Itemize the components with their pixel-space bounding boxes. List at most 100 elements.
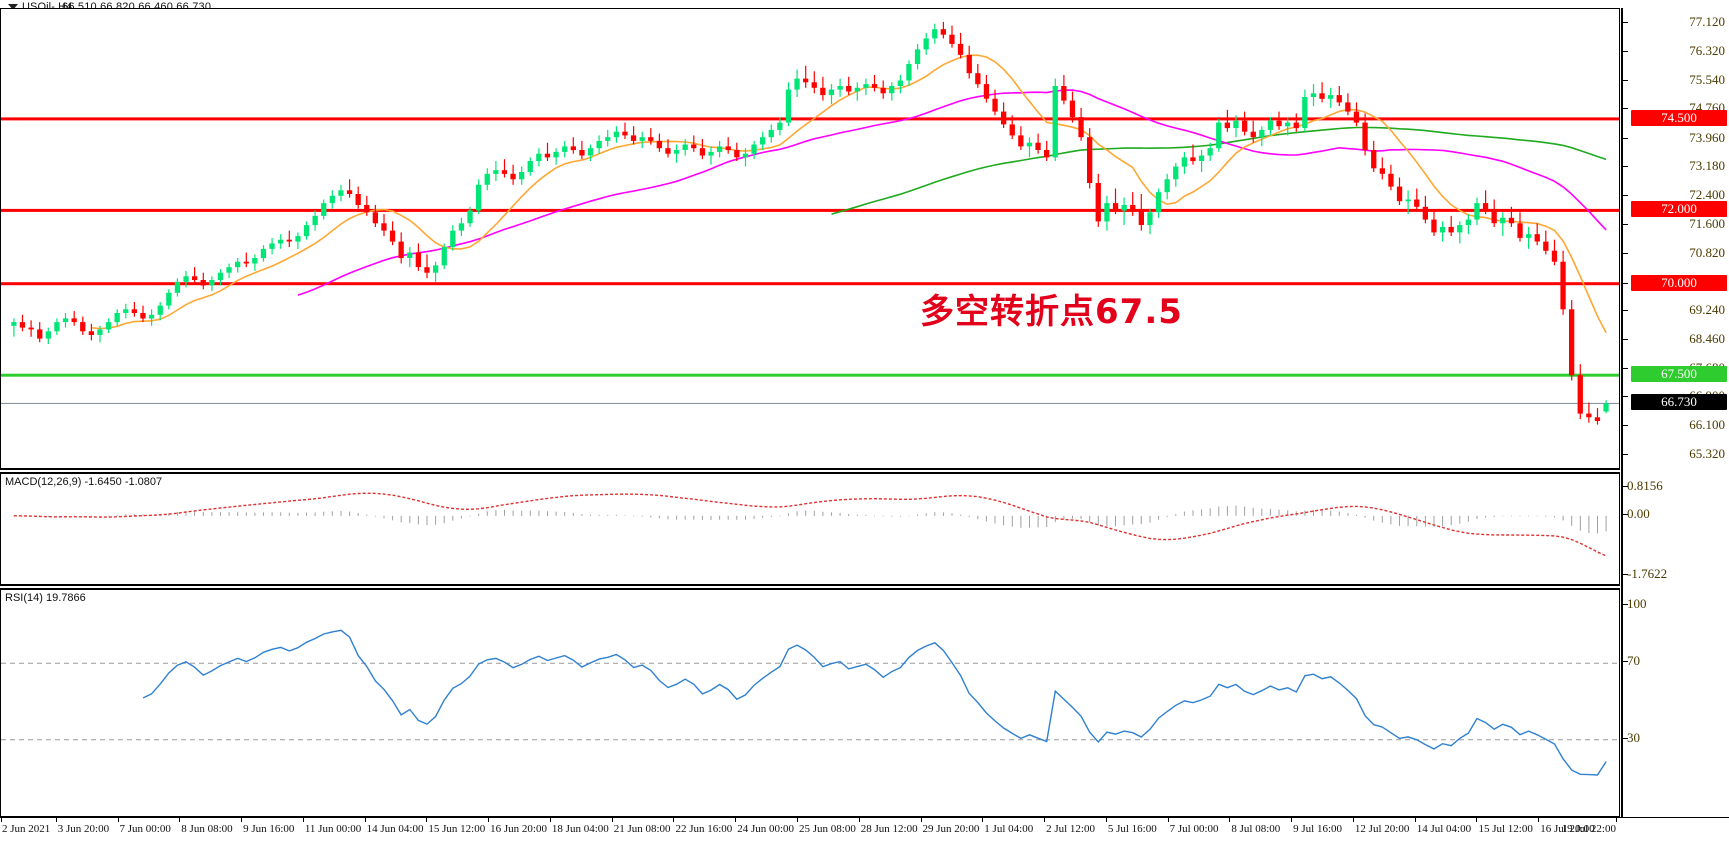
macd-histogram-bar bbox=[288, 512, 290, 516]
candle-body bbox=[269, 243, 275, 249]
macd-histogram-bar bbox=[1407, 515, 1409, 527]
time-axis-tick bbox=[1476, 818, 1478, 822]
macd-histogram-bar bbox=[1579, 515, 1581, 531]
macd-histogram-bar bbox=[650, 515, 652, 518]
macd-histogram-bar bbox=[357, 513, 359, 516]
macd-histogram-bar bbox=[1528, 515, 1530, 517]
candle-body bbox=[217, 272, 224, 280]
macd-histogram-bar bbox=[994, 515, 996, 524]
macd-histogram-bar bbox=[1158, 515, 1160, 520]
macd-series-svg bbox=[13, 492, 1607, 557]
candle-body bbox=[192, 276, 198, 280]
macd-histogram-bar bbox=[615, 514, 617, 516]
price-tag-resistance[interactable]: 70.000 bbox=[1631, 274, 1727, 291]
candle-body bbox=[1439, 226, 1446, 233]
candle-body bbox=[389, 230, 396, 242]
candle-body bbox=[424, 267, 430, 273]
candle-body bbox=[1104, 203, 1110, 222]
price-axis-tick-mark bbox=[1623, 79, 1628, 81]
candle-body bbox=[303, 225, 310, 237]
candle-body bbox=[1603, 403, 1609, 412]
candle-body bbox=[1267, 120, 1274, 130]
candle-body bbox=[140, 313, 146, 319]
price-axis-tick-mark bbox=[1623, 224, 1628, 226]
time-axis-tick bbox=[673, 818, 675, 822]
time-axis-tick bbox=[858, 818, 860, 822]
macd-histogram-bar bbox=[1304, 510, 1306, 516]
candle-body bbox=[923, 38, 929, 50]
macd-histogram-bar bbox=[1493, 515, 1495, 518]
time-axis-tick bbox=[179, 818, 181, 822]
candle-wick bbox=[1485, 190, 1487, 215]
candle-body bbox=[768, 129, 774, 138]
time-axis-tick bbox=[55, 818, 57, 822]
candle-body bbox=[1569, 309, 1575, 376]
candle-wick bbox=[873, 75, 876, 92]
rsi-line bbox=[142, 629, 1607, 776]
level-line bbox=[1, 282, 1619, 286]
level-line bbox=[1, 208, 1619, 212]
candle-body bbox=[54, 322, 60, 332]
candle-body bbox=[123, 309, 129, 313]
price-tag-resistance[interactable]: 74.500 bbox=[1631, 109, 1727, 126]
candle-wick bbox=[633, 126, 635, 145]
macd-histogram-bar bbox=[460, 515, 462, 519]
time-axis-label: 28 Jun 12:00 bbox=[860, 823, 918, 835]
price-axis-tick-mark bbox=[1623, 367, 1628, 369]
candle-body bbox=[536, 153, 542, 161]
candle-body bbox=[777, 122, 783, 130]
macd-histogram-bar bbox=[1089, 515, 1091, 522]
macd-histogram-bar bbox=[392, 515, 394, 521]
rsi-axis-tick-mark bbox=[1623, 737, 1628, 739]
price-axis-column[interactable]: 77.120 76.320 75.540 74.760 73.960 73.180 72.4… bbox=[1621, 8, 1729, 817]
macd-histogram-bar bbox=[753, 515, 755, 519]
candle-body bbox=[734, 150, 740, 158]
time-axis-tick bbox=[488, 818, 490, 822]
macd-histogram-bar bbox=[426, 515, 428, 526]
time-axis-tick bbox=[1291, 818, 1293, 822]
macd-histogram-bar bbox=[547, 511, 548, 516]
macd-histogram-bar bbox=[684, 515, 686, 520]
macd-histogram-bar bbox=[762, 515, 764, 518]
candle-body bbox=[1009, 124, 1015, 136]
macd-histogram-bar bbox=[435, 515, 437, 525]
macd-histogram-bar bbox=[1424, 515, 1426, 527]
time-axis-label: 16 Jul 20:00 bbox=[1540, 823, 1595, 835]
candle-wick bbox=[426, 254, 428, 279]
candle-body bbox=[1474, 203, 1480, 220]
macd-histogram-bar bbox=[1330, 510, 1332, 516]
price-axis-tick-mark bbox=[1623, 454, 1628, 455]
macd-histogram-bar bbox=[1106, 515, 1108, 527]
candle-body bbox=[544, 153, 551, 158]
candle-body bbox=[570, 146, 576, 151]
candle-body bbox=[1224, 122, 1230, 129]
price-tag-last[interactable]: 66.730 bbox=[1631, 394, 1727, 411]
price-tag-resistance[interactable]: 72.000 bbox=[1631, 201, 1727, 218]
price-tag-support[interactable]: 67.500 bbox=[1631, 366, 1727, 383]
macd-axis-tick-mark bbox=[1623, 486, 1628, 487]
macd-histogram-bar bbox=[1476, 515, 1478, 520]
candle-body bbox=[1310, 93, 1317, 97]
candle-body bbox=[1069, 100, 1076, 118]
macd-histogram-bar bbox=[194, 511, 196, 516]
macd-histogram-bar bbox=[1321, 510, 1323, 516]
macd-histogram-bar bbox=[779, 515, 781, 517]
macd-histogram-bar bbox=[1003, 515, 1005, 526]
candle-body bbox=[1594, 417, 1601, 421]
time-axis[interactable]: 2 Jun 2021 3 Jun 20:00 7 Jun 00:00 8 Jun 08… bbox=[0, 817, 1729, 842]
candle-wick bbox=[693, 135, 695, 152]
macd-histogram-bar bbox=[1510, 515, 1512, 517]
candle-body bbox=[863, 84, 869, 88]
macd-histogram-bar bbox=[486, 511, 488, 516]
candle-body bbox=[708, 151, 714, 156]
candle-body bbox=[846, 86, 852, 92]
macd-histogram-bar bbox=[719, 515, 721, 520]
time-axis-label: 29 Jun 20:00 bbox=[922, 823, 980, 835]
macd-title: MACD(12,26,9) -1.6450 -1.0807 bbox=[5, 476, 163, 488]
candle-body bbox=[1061, 86, 1067, 101]
triangle-down-icon[interactable] bbox=[8, 4, 18, 10]
candle-body bbox=[1465, 219, 1471, 226]
macd-histogram-bar bbox=[1140, 515, 1142, 525]
candle-body bbox=[1457, 225, 1463, 233]
candle-body bbox=[364, 205, 370, 213]
